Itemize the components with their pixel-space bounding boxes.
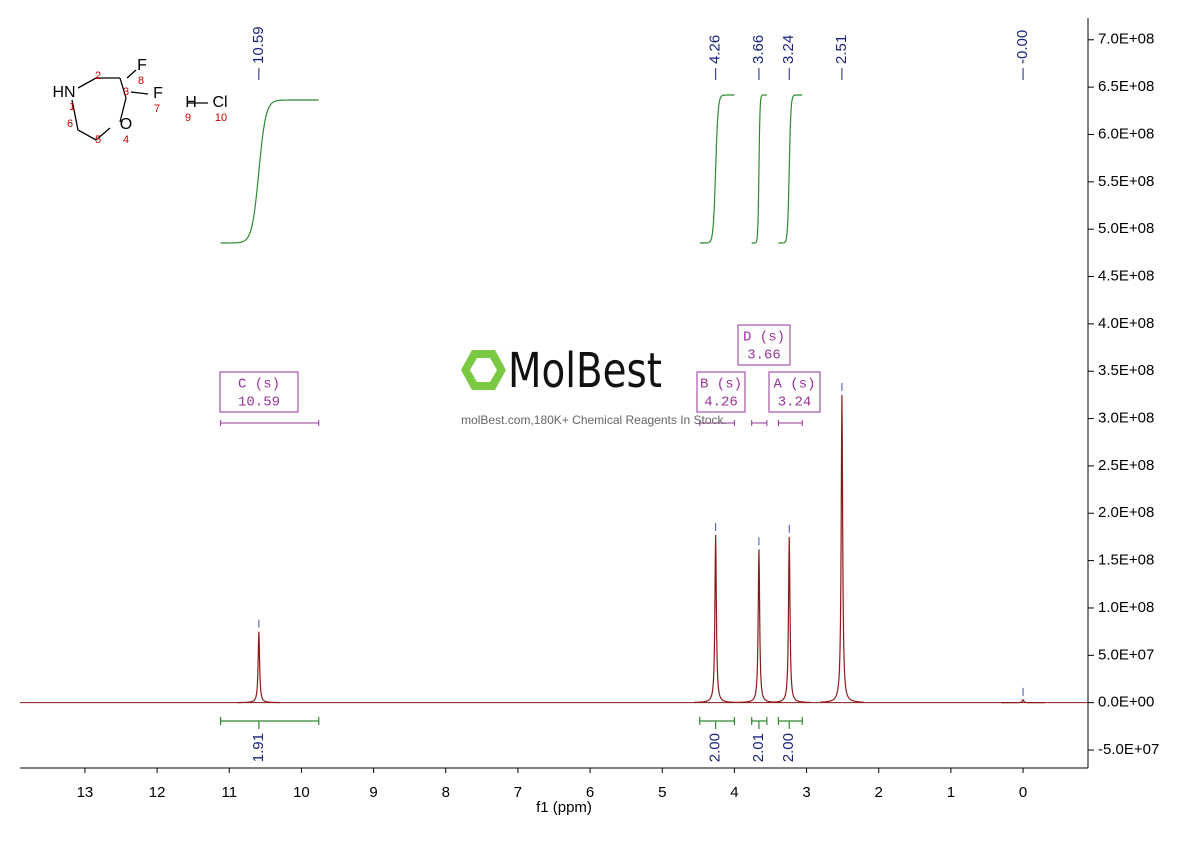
y-tick-label: 3.5E+08 [1098, 362, 1154, 379]
y-tick-label: 0.0E+00 [1098, 694, 1154, 711]
peak-label: 3.66 [750, 35, 767, 64]
x-tick-label: 0 [1019, 784, 1027, 801]
multiplet-label: D (s) [743, 330, 785, 346]
integral-label: 2.01 [750, 733, 767, 762]
y-tick-label: 4.5E+08 [1098, 267, 1154, 284]
x-tick-label: 5 [658, 784, 666, 801]
multiplet-shift: 3.24 [778, 395, 812, 411]
x-tick-label: 7 [514, 784, 522, 801]
peak [237, 631, 281, 704]
integral-curve [220, 99, 319, 244]
integral-curve [751, 94, 767, 244]
integral-label: 1.91 [250, 733, 267, 762]
y-tick-label: 1.0E+08 [1098, 599, 1154, 616]
y-tick-label: 6.0E+08 [1098, 125, 1154, 142]
multiplet-box [219, 371, 299, 413]
multiplet-shift: 3.66 [747, 348, 781, 364]
peak-label: 10.59 [250, 26, 267, 64]
x-tick-label: 4 [730, 784, 738, 801]
multiplet-label: C (s) [238, 377, 280, 393]
integral-curve [778, 94, 803, 244]
x-tick-label: 1 [947, 784, 955, 801]
structure-label: 9 [185, 112, 191, 124]
watermark-brand: MolBest [508, 343, 662, 399]
peak-label: 2.51 [833, 35, 850, 64]
structure-label: 4 [123, 134, 129, 146]
x-axis-label: f1 (ppm) [536, 799, 592, 816]
y-tick-label: 7.0E+08 [1098, 31, 1154, 48]
bond-lines [71, 69, 208, 141]
integral-bracket [777, 717, 803, 729]
x-tick-label: 13 [77, 784, 94, 801]
structure-label: 10 [215, 112, 227, 124]
y-tick-label: -5.0E+07 [1098, 741, 1159, 758]
multiplet-range [220, 420, 320, 426]
x-tick-label: 6 [586, 784, 594, 801]
y-tick-label: 6.5E+08 [1098, 78, 1154, 95]
multiplet-box [737, 324, 791, 366]
y-tick-label: 5.5E+08 [1098, 173, 1154, 190]
multiplet-shift: 4.26 [704, 395, 738, 411]
peak [1001, 698, 1045, 704]
structure-label: 5 [95, 134, 101, 146]
multiplet-range [699, 420, 735, 426]
peak [693, 535, 738, 703]
peak [737, 549, 781, 704]
multiplet-range [751, 420, 768, 426]
structure-label: 2 [95, 70, 101, 82]
y-tick-label: 5.0E+08 [1098, 220, 1154, 237]
structure-label: HN [52, 84, 75, 101]
peak-label: 4.26 [707, 35, 724, 64]
peak [767, 536, 811, 703]
x-tick-label: 8 [442, 784, 450, 801]
peak [820, 394, 864, 703]
watermark-tagline: molBest.com,180K+ Chemical Reagents In S… [461, 413, 727, 427]
multiplet-shift: 10.59 [238, 395, 280, 411]
x-tick-label: 12 [149, 784, 166, 801]
structure-label: F [153, 85, 163, 102]
integral-curve [699, 94, 735, 244]
y-tick-label: 3.0E+08 [1098, 410, 1154, 427]
structure-label: 1 [69, 101, 75, 113]
structure-label: 7 [154, 103, 160, 115]
x-tick-label: 10 [293, 784, 310, 801]
peak-label: 3.24 [780, 35, 797, 64]
structure-label: 8 [138, 75, 144, 87]
structure-label: 6 [67, 118, 73, 130]
x-tick-label: 11 [221, 784, 237, 801]
multiplet-range [777, 420, 803, 426]
multiplet-label: A (s) [773, 377, 815, 393]
multiplet-box [768, 371, 821, 413]
y-tick-label: 5.0E+07 [1098, 646, 1154, 663]
multiplet-label: B (s) [700, 377, 742, 393]
x-tick-label: 3 [802, 784, 810, 801]
x-tick-label: 2 [875, 784, 883, 801]
integral-bracket [220, 717, 320, 729]
y-tick-label: 1.5E+08 [1098, 552, 1154, 569]
y-tick-label: 2.5E+08 [1098, 457, 1154, 474]
integral-bracket [699, 717, 736, 729]
peak-label: -0.00 [1014, 30, 1031, 64]
y-tick-label: 2.0E+08 [1098, 504, 1154, 521]
structure-label: Cl [212, 94, 227, 111]
structure-label: F [137, 57, 147, 74]
structure-label: H [185, 94, 197, 111]
y-tick-label: 4.0E+08 [1098, 315, 1154, 332]
integral-bracket [751, 717, 768, 729]
multiplet-box [696, 371, 746, 413]
structure-label: 3 [123, 86, 129, 98]
structure-label: O [120, 116, 132, 133]
watermark: MolBest molBest.com,180K+ Chemical Reagen… [461, 343, 727, 427]
integral-label: 2.00 [707, 733, 724, 762]
x-tick-label: 9 [369, 784, 377, 801]
logo-hexagon [461, 350, 506, 390]
integral-label: 2.00 [780, 733, 797, 762]
